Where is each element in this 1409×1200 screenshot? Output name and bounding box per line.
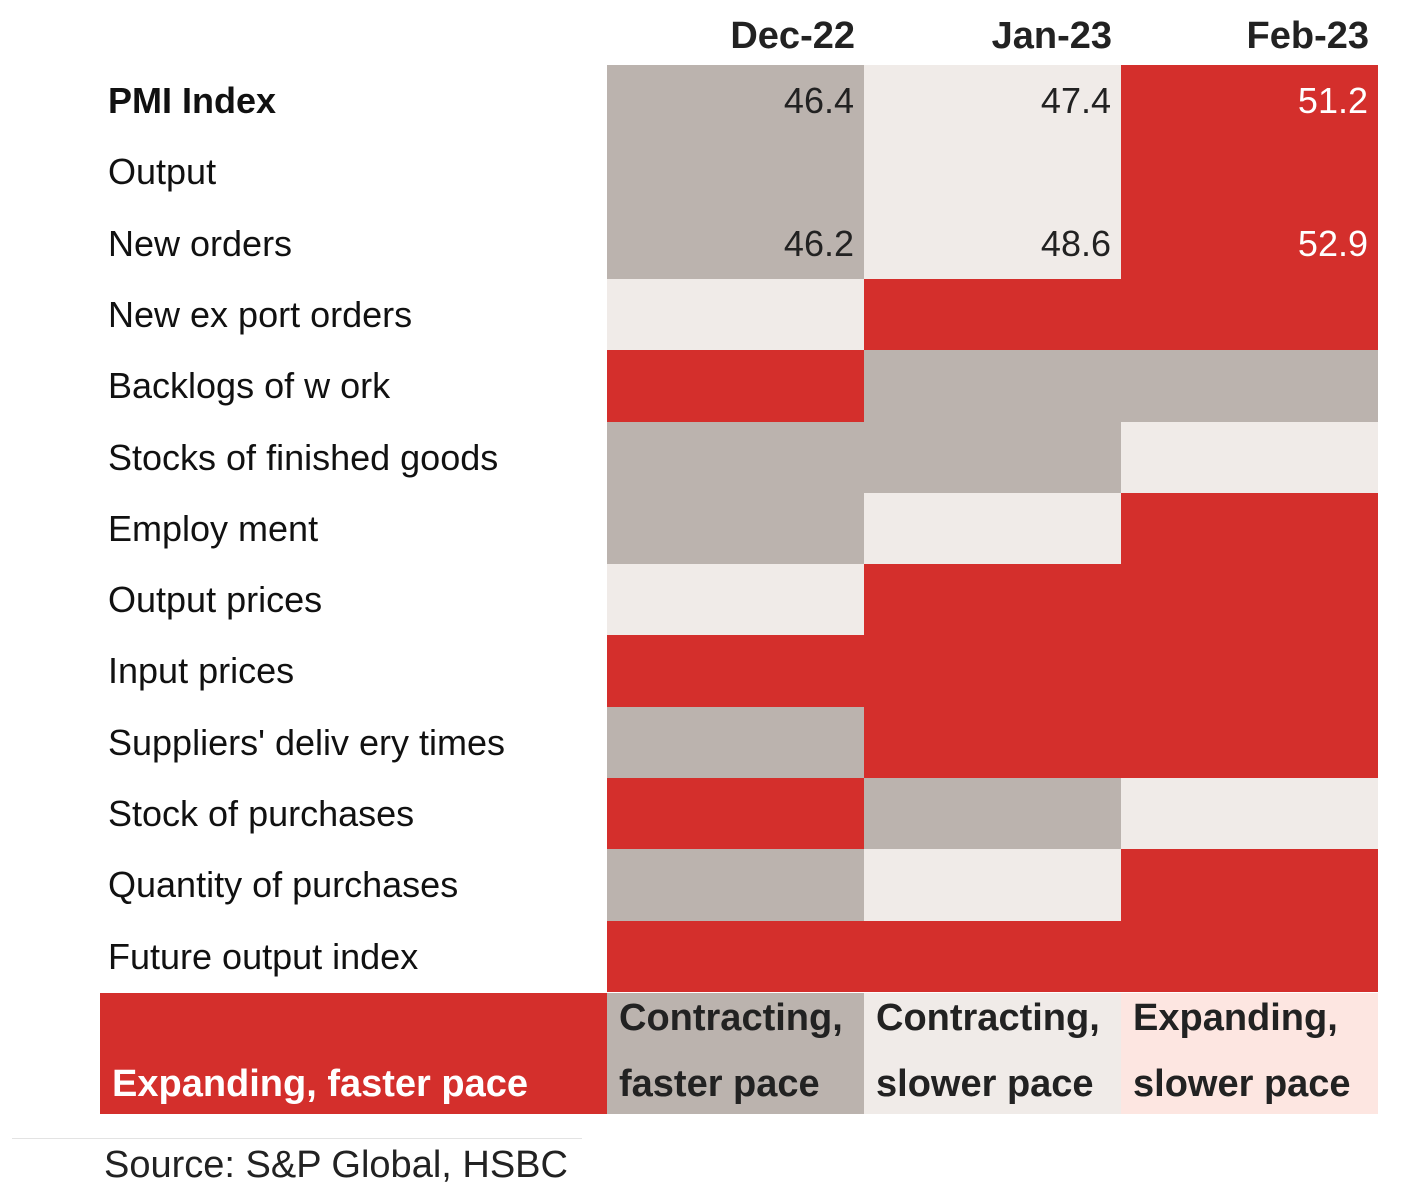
row-label: New ex port orders: [108, 293, 413, 335]
cell-value: 48.6: [1040, 222, 1111, 264]
heatmap-cell: [1121, 136, 1378, 209]
row-label: New orders: [108, 222, 293, 264]
column-header-jan-23: Jan-23: [991, 15, 1112, 57]
heatmap-cell: [864, 635, 1121, 708]
heatmap-cell: [864, 350, 1121, 422]
heatmap-cell: [1121, 778, 1378, 850]
heatmap-cell: [864, 207, 1121, 280]
heatmap-cell: [607, 421, 864, 494]
row-label: PMI Index: [108, 80, 277, 121]
heatmap-cell: [1121, 350, 1378, 422]
heatmap-cell: [1121, 207, 1378, 280]
row-label: Stock of purchases: [108, 793, 415, 834]
heatmap-cell: [1121, 278, 1378, 351]
row-label: Suppliers' deliv ery times: [108, 721, 506, 763]
heatmap-cell: [1121, 706, 1378, 779]
heatmap-cell: [1121, 635, 1378, 708]
heatmap-cell: [864, 278, 1121, 351]
cell-value: 46.2: [783, 222, 854, 264]
heatmap-cell: [864, 421, 1121, 494]
heatmap-cell: [864, 706, 1121, 779]
heatmap-cell: [864, 920, 1121, 993]
column-header-dec-22: Dec-22: [730, 15, 855, 57]
heatmap-cell: [607, 706, 864, 779]
row-label: Backlogs of w ork: [108, 365, 391, 407]
row-label: Employ ment: [108, 507, 319, 549]
column-header-feb-23: Feb-23: [1246, 15, 1369, 57]
heatmap-cell: [1121, 65, 1378, 137]
heatmap-cell: [1121, 849, 1378, 922]
heatmap-cell: [607, 920, 864, 993]
legend-label: Expanding,: [1133, 997, 1338, 1039]
legend-swatch-contract-fast: [607, 993, 864, 1114]
row-label: Stocks of finished goods: [108, 436, 499, 478]
heatmap-cell: [607, 65, 864, 137]
legend-label: Expanding, faster pace: [112, 1063, 529, 1105]
heatmap-cell: [607, 278, 864, 351]
heatmap-cell: [607, 207, 864, 280]
cell-value: 47.4: [1040, 80, 1111, 121]
heatmap-cell: [864, 136, 1121, 209]
source-divider: [12, 1138, 582, 1139]
legend-label: faster pace: [619, 1063, 820, 1105]
heatmap-cell: [1121, 564, 1378, 636]
heatmap-cell: [864, 564, 1121, 636]
heatmap-cell: [607, 350, 864, 422]
heatmap-cell: [1121, 421, 1378, 494]
heatmap-cell: [607, 849, 864, 922]
heatmap-cell: [607, 136, 864, 209]
legend-label: slower pace: [1133, 1063, 1351, 1105]
legend-swatch-expand-fast: [100, 993, 607, 1114]
row-label: Output prices: [108, 579, 323, 621]
row-label: Output: [108, 151, 217, 193]
source-note: Source: S&P Global, HSBC: [104, 1144, 568, 1186]
heatmap-cell: [1121, 920, 1378, 993]
heatmap-cell: [864, 849, 1121, 922]
heatmap-cell: [607, 564, 864, 636]
row-label: Quantity of purchases: [108, 864, 459, 906]
heatmap-cell: [607, 778, 864, 850]
heatmap-cell: [864, 492, 1121, 565]
heatmap-cell: [1121, 492, 1378, 565]
heatmap-cell: [607, 492, 864, 565]
legend-swatch-expand-slow: [1121, 993, 1378, 1114]
row-label: Future output index: [108, 935, 419, 977]
heatmap-cell: [864, 65, 1121, 137]
cell-value: 46.4: [783, 80, 854, 121]
legend-label: Contracting,: [619, 997, 843, 1039]
heatmap-cell: [864, 778, 1121, 850]
legend-swatch-contract-slow: [864, 993, 1121, 1114]
cell-value: 52.9: [1297, 222, 1368, 264]
row-label: Input prices: [108, 650, 295, 692]
cell-value: 51.2: [1297, 80, 1368, 121]
heatmap-cell: [607, 635, 864, 708]
legend-label: slower pace: [876, 1063, 1094, 1105]
legend-label: Contracting,: [876, 997, 1100, 1039]
